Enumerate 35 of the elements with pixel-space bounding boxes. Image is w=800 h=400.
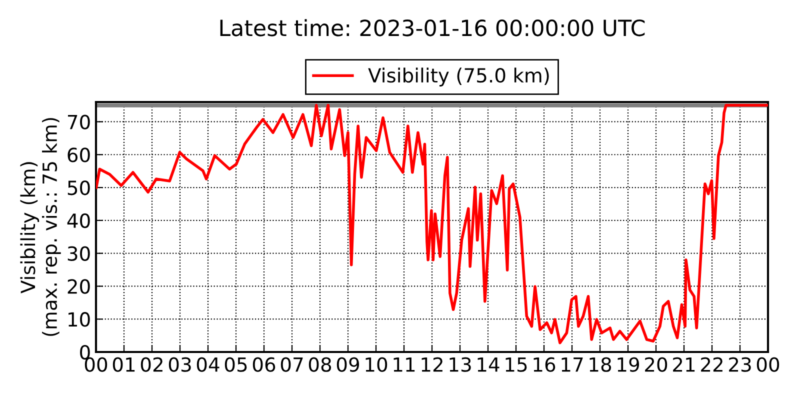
x-tick-label: 11	[394, 357, 415, 372]
x-tick-label: 12	[422, 357, 442, 372]
y-tick-label: 40	[67, 213, 90, 228]
x-tick-label: 03	[168, 357, 191, 372]
x-tick-label: 05	[224, 357, 247, 372]
y-tick-label: 70	[68, 114, 90, 130]
x-tick-label: 19	[618, 357, 640, 372]
y-tick-label: 60	[68, 148, 90, 162]
x-tick-label: 02	[140, 357, 162, 372]
chart-title: Latest time: 2023-01-16 00:00:00 UTC	[220, 19, 645, 36]
legend-label: Visibility (75.0 km)	[368, 68, 549, 86]
line-series	[96, 104, 768, 344]
x-tick-label: 09	[336, 357, 360, 372]
x-tick-label: 21	[673, 357, 695, 372]
x-tick-label: 08	[308, 357, 332, 372]
x-tick-label: 16	[534, 357, 556, 372]
y-tick-label: 20	[68, 279, 90, 294]
x-tick-label: 01	[112, 357, 135, 372]
y-tick-label: 30	[68, 246, 90, 261]
y-tick-label: 10	[68, 312, 90, 327]
x-tick-label: 10	[366, 357, 388, 372]
x-tick-label: 22	[701, 357, 722, 372]
x-tick-label: 18	[590, 357, 612, 372]
x-tick-label: 20	[645, 357, 668, 372]
x-tick-label: 06	[252, 357, 276, 372]
x-tick-label: 23	[729, 357, 751, 372]
y-tick-label: 50	[68, 180, 90, 196]
x-tick-label: 00	[756, 357, 780, 372]
y-axis-title: Visibility (km) (max. rep. vis.: 75 km)	[20, 118, 61, 336]
x-tick-label: 04	[196, 357, 220, 372]
x-tick-label: 15	[506, 357, 527, 372]
x-tick-label: 07	[280, 357, 303, 372]
x-tick-label: 13	[450, 357, 471, 372]
x-tick-label: 14	[478, 357, 500, 372]
x-tick-label: 17	[562, 357, 583, 372]
